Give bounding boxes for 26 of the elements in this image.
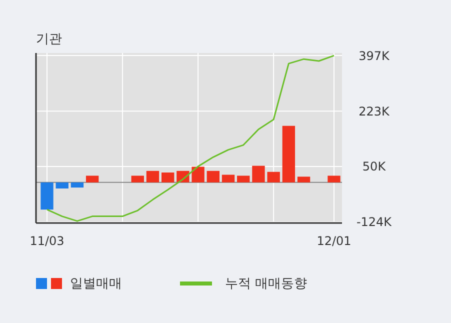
bar [328,176,340,182]
bar [282,126,296,182]
x-tick-label: 12/01 [316,234,352,248]
bar [267,172,280,182]
bar [56,182,68,188]
y-tick-label: -124K [356,215,393,230]
bar [162,172,174,182]
bar [222,174,235,182]
y-tick-label: 223K [358,104,391,118]
bar [70,182,84,188]
bar [86,176,99,182]
legend-label: 누적 매매동향 [225,276,308,292]
bar [131,176,144,182]
bar [206,170,220,182]
legend-label: 일별매매 [70,276,122,292]
bar [297,176,310,182]
line-series [46,54,335,222]
y-tick-label: 50K [362,160,387,174]
bar [146,170,160,182]
bar [192,166,204,182]
bar [252,166,265,182]
bar [237,176,250,182]
y-tick-label: 397K [358,48,391,63]
x-tick-label: 11/03 [30,234,64,248]
bar [40,182,54,210]
chart-title: 기관 [36,32,62,47]
